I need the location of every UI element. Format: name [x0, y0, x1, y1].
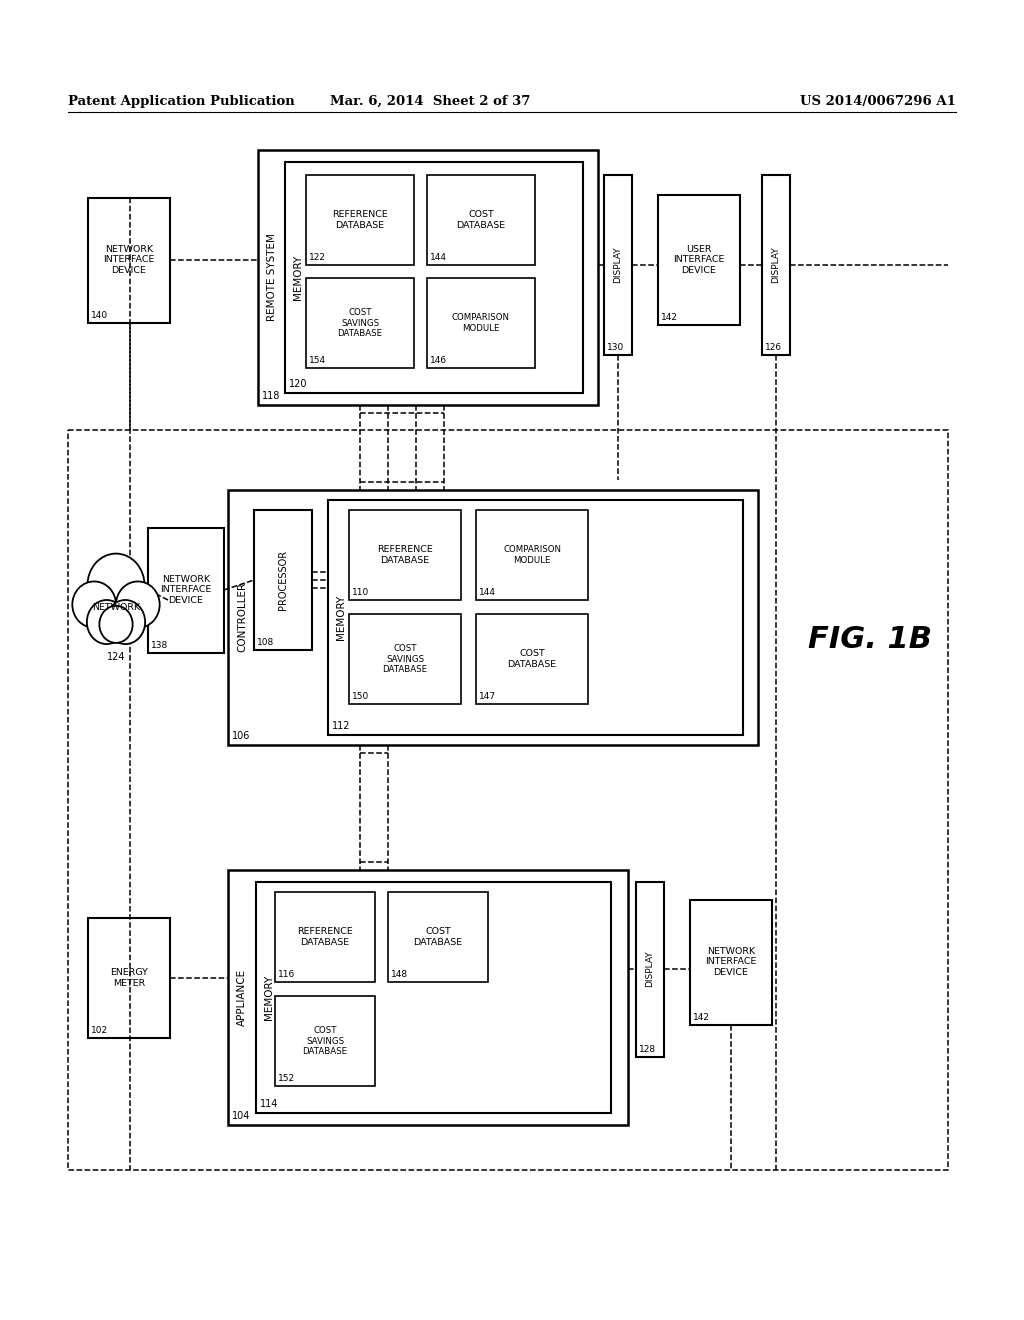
Text: 150: 150 [352, 692, 370, 701]
Text: REMOTE SYSTEM: REMOTE SYSTEM [267, 234, 278, 321]
Text: NETWORK: NETWORK [92, 603, 140, 612]
Text: 114: 114 [260, 1100, 279, 1109]
Text: APPLIANCE: APPLIANCE [237, 969, 247, 1026]
Text: 138: 138 [151, 642, 168, 649]
Bar [349, 614, 461, 704]
Text: 152: 152 [278, 1074, 295, 1082]
Bar [254, 510, 312, 649]
Text: CONTROLLER: CONTROLLER [237, 582, 247, 652]
Bar [636, 882, 664, 1057]
Text: MEMORY: MEMORY [264, 974, 274, 1019]
Text: COST
DATABASE: COST DATABASE [414, 927, 463, 946]
Text: COMPARISON
MODULE: COMPARISON MODULE [452, 313, 510, 333]
Text: USER
INTERFACE
DEVICE: USER INTERFACE DEVICE [674, 246, 725, 275]
Bar [256, 882, 611, 1113]
Text: MEMORY: MEMORY [336, 594, 346, 640]
Ellipse shape [87, 553, 144, 618]
Bar [658, 195, 740, 325]
Bar [604, 176, 632, 355]
Ellipse shape [116, 581, 160, 628]
Text: 120: 120 [289, 379, 307, 389]
Text: MEMORY: MEMORY [293, 255, 303, 300]
Text: 148: 148 [391, 970, 409, 979]
Text: Mar. 6, 2014  Sheet 2 of 37: Mar. 6, 2014 Sheet 2 of 37 [330, 95, 530, 108]
Text: 147: 147 [479, 692, 496, 701]
Text: 122: 122 [309, 253, 326, 261]
Text: 146: 146 [430, 356, 447, 366]
Text: 142: 142 [693, 1012, 710, 1022]
Ellipse shape [99, 606, 133, 643]
Text: 118: 118 [262, 391, 281, 401]
Bar [285, 162, 583, 393]
Text: COST
SAVINGS
DATABASE: COST SAVINGS DATABASE [382, 644, 428, 675]
Bar [88, 198, 170, 323]
Bar [148, 528, 224, 653]
Text: NETWORK
INTERFACE
DEVICE: NETWORK INTERFACE DEVICE [706, 948, 757, 977]
Bar [690, 900, 772, 1026]
Bar [328, 500, 743, 735]
Text: 102: 102 [91, 1026, 109, 1035]
Bar [258, 150, 598, 405]
Bar [349, 510, 461, 601]
Text: DISPLAY: DISPLAY [613, 247, 623, 284]
Bar [228, 870, 628, 1125]
Text: 154: 154 [309, 356, 326, 366]
Bar [306, 176, 414, 265]
Text: 140: 140 [91, 312, 109, 319]
Text: REFERENCE
DATABASE: REFERENCE DATABASE [297, 927, 353, 946]
Text: DISPLAY: DISPLAY [645, 950, 654, 987]
Bar [476, 510, 588, 601]
Ellipse shape [73, 581, 116, 628]
Bar [68, 430, 948, 1170]
Text: DISPLAY: DISPLAY [771, 247, 780, 284]
Text: 112: 112 [332, 721, 350, 731]
Bar [388, 892, 488, 982]
Text: 106: 106 [232, 731, 251, 741]
Text: NETWORK
INTERFACE
DEVICE: NETWORK INTERFACE DEVICE [161, 576, 212, 605]
Text: 110: 110 [352, 587, 370, 597]
Text: COST
DATABASE: COST DATABASE [457, 210, 506, 230]
Bar [275, 997, 375, 1086]
Text: PROCESSOR: PROCESSOR [278, 550, 288, 610]
Text: COMPARISON
MODULE: COMPARISON MODULE [503, 545, 561, 565]
Text: COST
SAVINGS
DATABASE: COST SAVINGS DATABASE [338, 308, 383, 338]
Text: US 2014/0067296 A1: US 2014/0067296 A1 [800, 95, 955, 108]
Bar [762, 176, 790, 355]
Ellipse shape [105, 601, 145, 644]
Text: COST
DATABASE: COST DATABASE [508, 649, 557, 669]
Text: 130: 130 [607, 343, 625, 352]
Bar [427, 279, 535, 368]
Text: 142: 142 [662, 313, 678, 322]
Text: NETWORK
INTERFACE
DEVICE: NETWORK INTERFACE DEVICE [103, 246, 155, 275]
Text: 108: 108 [257, 638, 274, 647]
Text: 144: 144 [430, 253, 447, 261]
Text: COST
SAVINGS
DATABASE: COST SAVINGS DATABASE [302, 1026, 347, 1056]
Text: 126: 126 [765, 343, 782, 352]
Text: Patent Application Publication: Patent Application Publication [68, 95, 295, 108]
Text: ENERGY
METER: ENERGY METER [110, 969, 147, 987]
Text: REFERENCE
DATABASE: REFERENCE DATABASE [377, 545, 433, 565]
Text: 144: 144 [479, 587, 496, 597]
Text: 124: 124 [106, 652, 125, 663]
Text: FIG. 1B: FIG. 1B [808, 626, 932, 655]
Bar [427, 176, 535, 265]
Bar [306, 279, 414, 368]
Bar [275, 892, 375, 982]
Bar [88, 917, 170, 1038]
Text: 104: 104 [232, 1111, 251, 1121]
Text: 116: 116 [278, 970, 295, 979]
Ellipse shape [87, 601, 126, 644]
Text: REFERENCE
DATABASE: REFERENCE DATABASE [332, 210, 388, 230]
Bar [476, 614, 588, 704]
Bar [228, 490, 758, 744]
Text: 128: 128 [639, 1045, 656, 1053]
